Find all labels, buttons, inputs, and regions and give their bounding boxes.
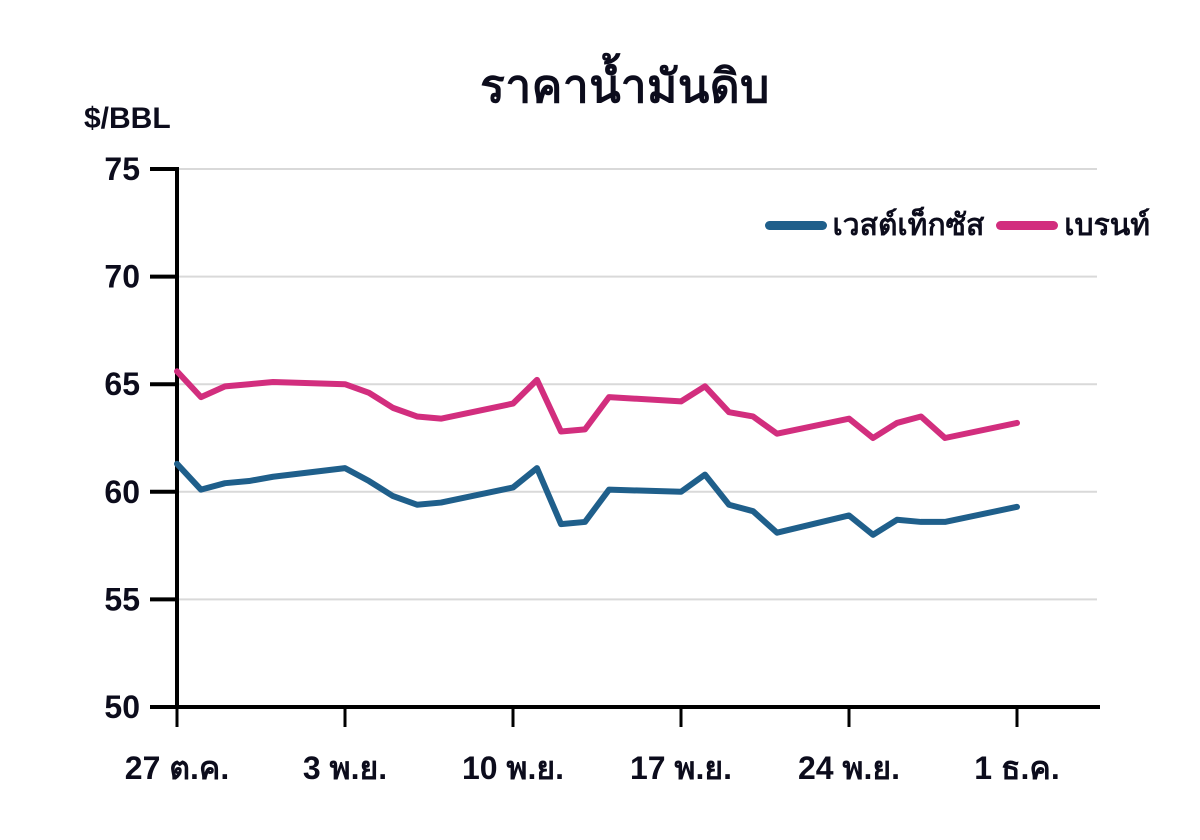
- chart-legend: เวสต์เท็กซัส เบรนท์: [764, 202, 1150, 249]
- svg-text:3 พ.ย.: 3 พ.ย.: [303, 750, 387, 786]
- svg-text:65: 65: [104, 366, 140, 402]
- svg-text:27 ต.ค.: 27 ต.ค.: [125, 750, 229, 786]
- y-axis-unit-label: $/BBL: [84, 102, 171, 135]
- svg-text:75: 75: [104, 151, 140, 187]
- legend-item-brent: เบรนท์: [996, 202, 1150, 249]
- svg-text:24 พ.ย.: 24 พ.ย.: [798, 750, 900, 786]
- svg-text:1 ธ.ค.: 1 ธ.ค.: [974, 750, 1059, 786]
- svg-text:10 พ.ย.: 10 พ.ย.: [462, 750, 564, 786]
- svg-text:55: 55: [104, 581, 140, 617]
- svg-text:17 พ.ย.: 17 พ.ย.: [630, 750, 732, 786]
- svg-text:60: 60: [104, 474, 140, 510]
- legend-item-west-texas: เวสต์เท็กซัส: [764, 202, 985, 249]
- brent-legend-label: เบรนท์: [1064, 208, 1150, 242]
- west-texas-legend-label: เวสต์เท็กซัส: [832, 208, 985, 242]
- svg-text:70: 70: [104, 259, 140, 295]
- brent-line-swatch: [996, 220, 1059, 230]
- chart-title: ราคาน้ำมันดิบ: [480, 60, 770, 112]
- svg-text:50: 50: [104, 689, 140, 725]
- west-texas-line-swatch: [764, 220, 827, 230]
